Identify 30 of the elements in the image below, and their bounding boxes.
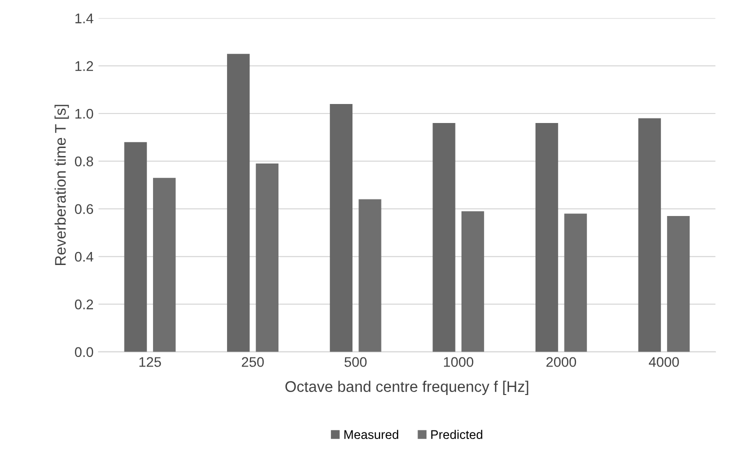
y-tick-label: 0.8	[74, 156, 94, 166]
x-tick-label: 125	[139, 357, 161, 367]
x-tick-label: 500	[344, 357, 367, 367]
bar	[564, 214, 587, 352]
bar	[432, 123, 456, 352]
legend-label: Measured	[344, 430, 398, 440]
bar	[638, 118, 661, 352]
y-tick-label: 1.4	[75, 14, 94, 24]
bar	[153, 178, 176, 352]
y-tick-label: 0.6	[74, 204, 94, 214]
x-tick-label: 1000	[444, 357, 474, 367]
bar	[330, 104, 352, 352]
y-tick-label: 1.0	[75, 108, 94, 119]
bar	[461, 211, 484, 352]
legend-label: Predicted	[431, 430, 482, 440]
bar	[124, 142, 147, 352]
y-axis-title: Reverberation time T [s]	[54, 104, 69, 265]
bar	[227, 54, 250, 352]
x-tick-label: 2000	[546, 357, 576, 367]
x-tick-label: 250	[242, 357, 264, 367]
bar	[535, 123, 558, 352]
y-tick-label: 0.0	[74, 347, 94, 358]
x-axis-title: Octave band centre frequency f [Hz]	[285, 380, 528, 396]
bar	[358, 199, 382, 352]
bar	[256, 164, 278, 352]
y-tick-label: 1.2	[75, 61, 93, 71]
y-tick-label: 0.2	[74, 300, 93, 310]
bar	[667, 216, 690, 352]
x-tick-label: 4000	[648, 357, 679, 367]
y-tick-label: 0.4	[74, 252, 94, 262]
